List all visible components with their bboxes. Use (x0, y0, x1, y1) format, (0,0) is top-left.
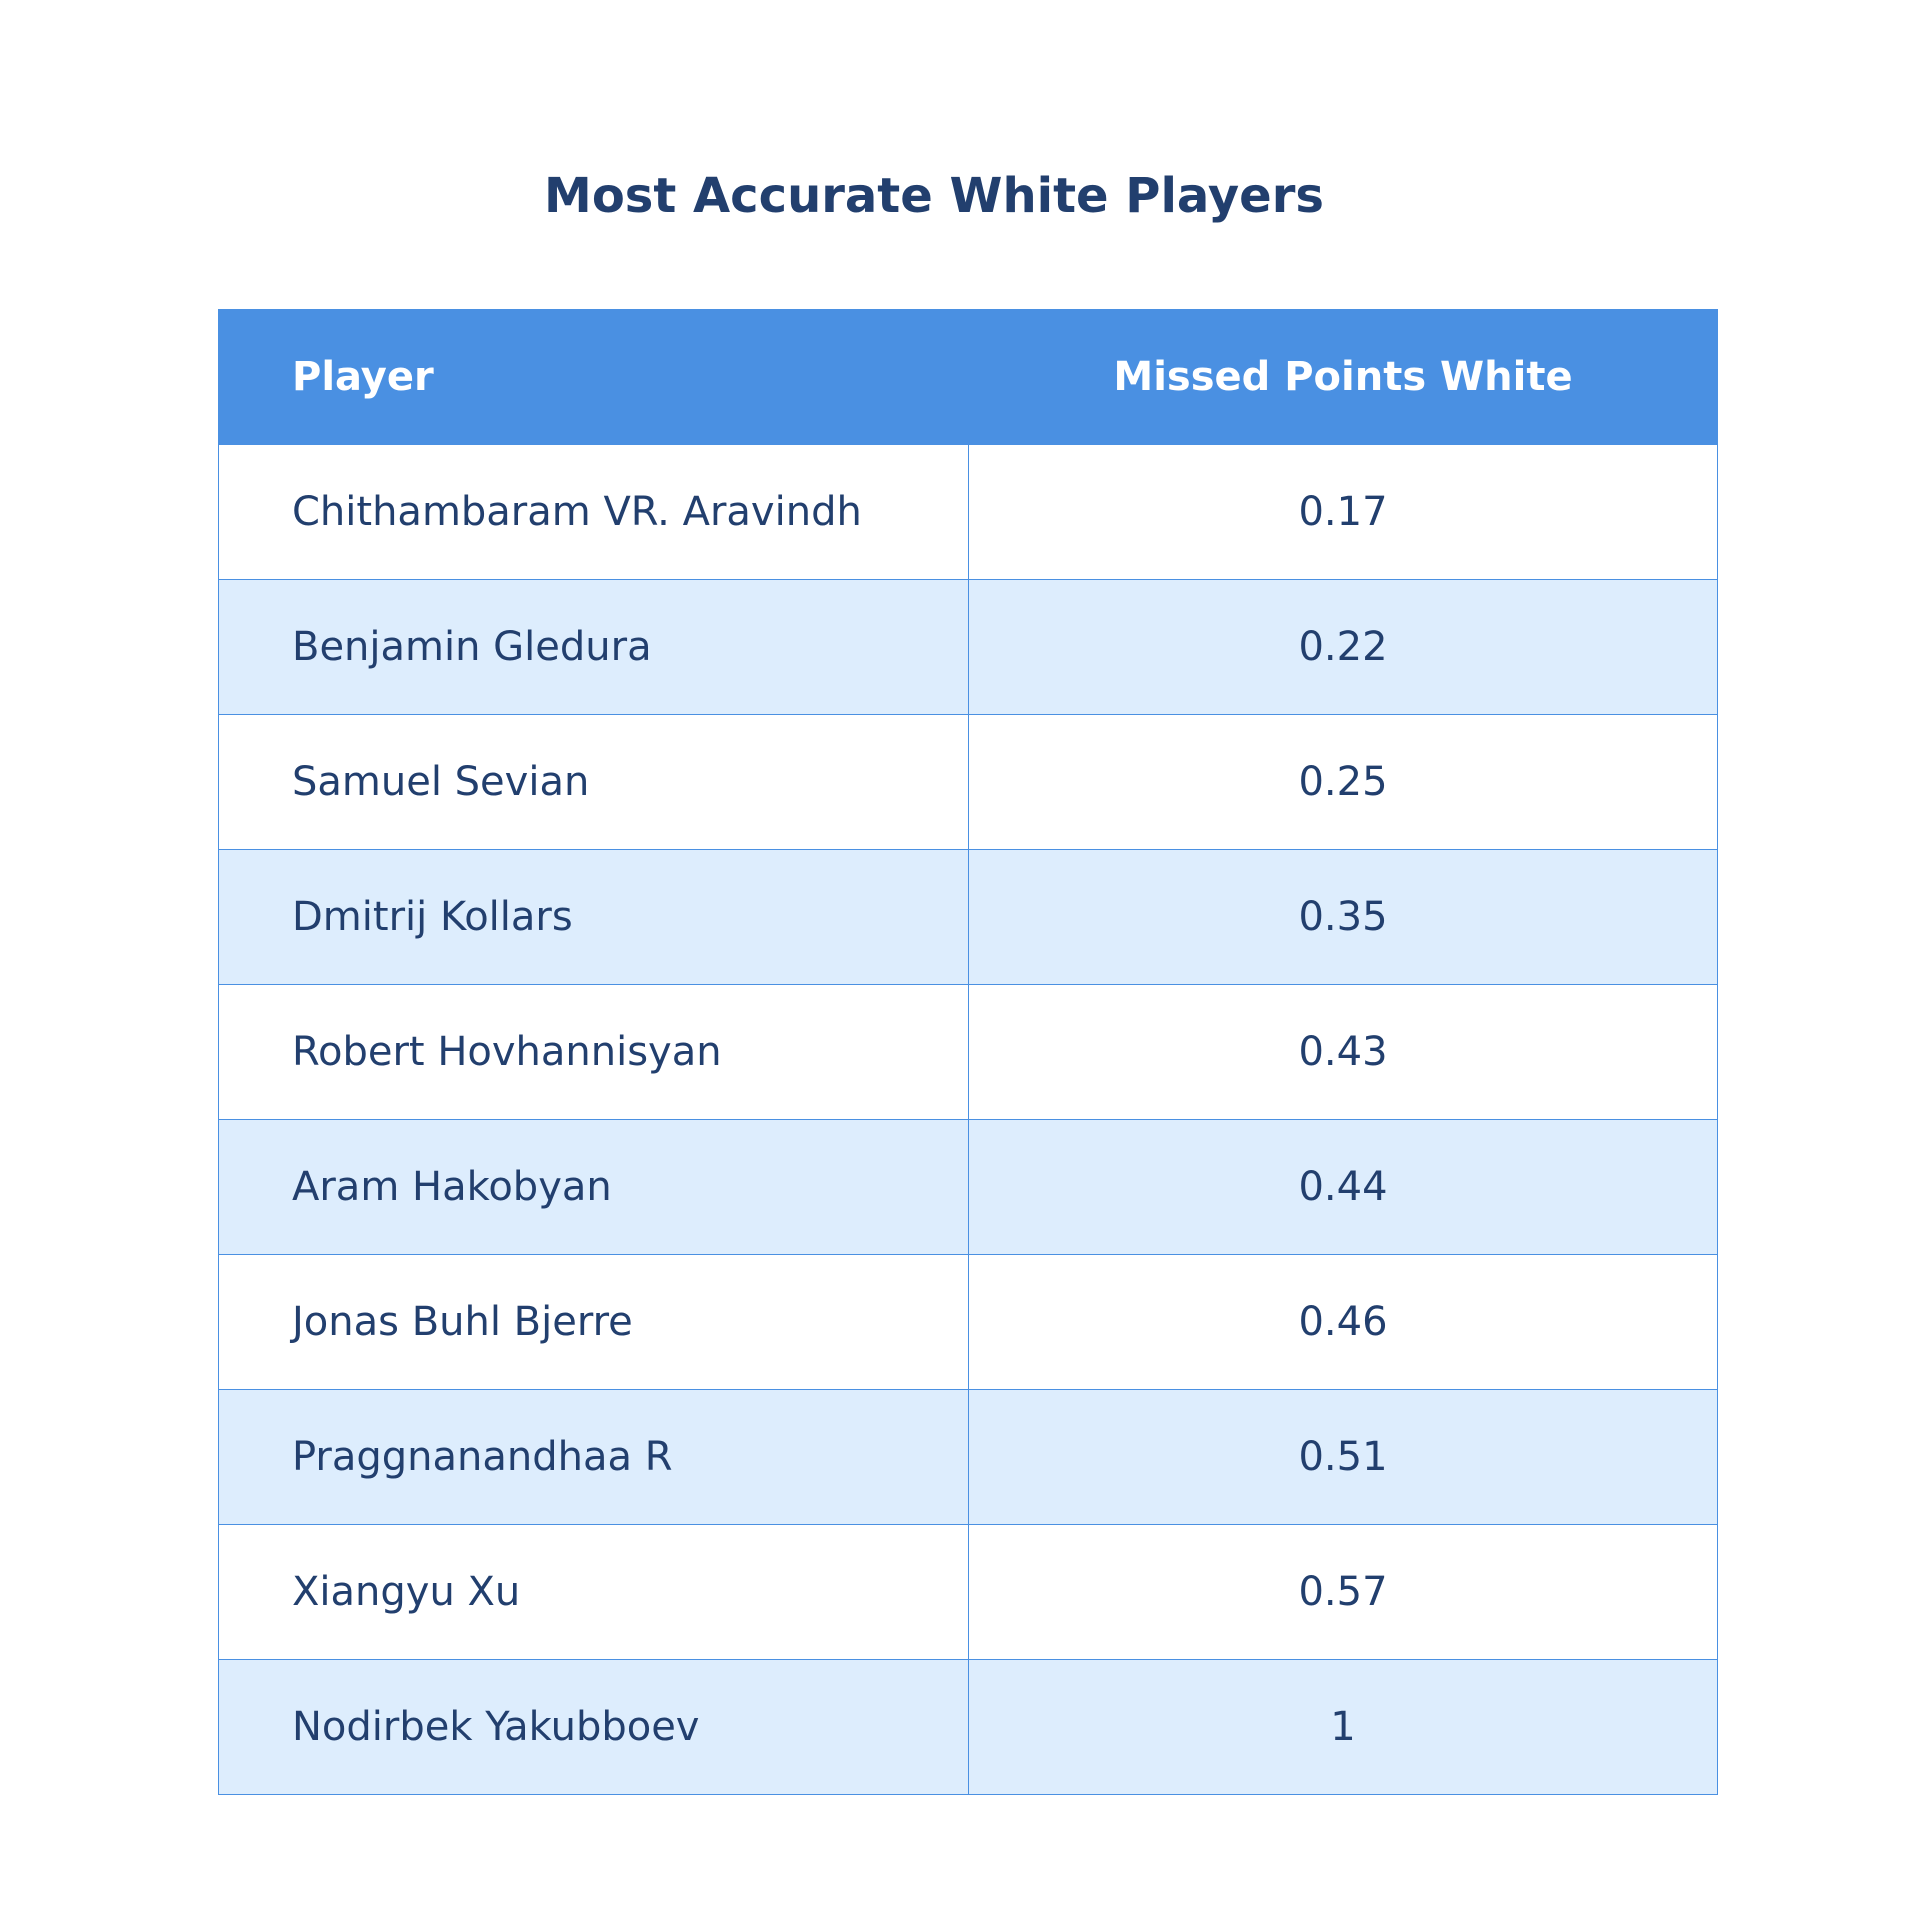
table-row: Chithambaram VR. Aravindh 0.17 (218, 444, 1718, 580)
table-row: Nodirbek Yakubboev 1 (218, 1659, 1718, 1795)
player-name-cell: Samuel Sevian (218, 714, 969, 850)
missed-points-cell: 0.25 (968, 714, 1718, 850)
missed-points-cell: 0.46 (968, 1254, 1718, 1390)
player-name-cell: Jonas Buhl Bjerre (218, 1254, 969, 1390)
table-row: Aram Hakobyan 0.44 (218, 1119, 1718, 1255)
players-table: Player Missed Points White Chithambaram … (218, 309, 1718, 1795)
table-row: Jonas Buhl Bjerre 0.46 (218, 1254, 1718, 1390)
missed-points-cell: 0.22 (968, 579, 1718, 715)
missed-points-cell: 0.43 (968, 984, 1718, 1120)
table-row: Samuel Sevian 0.25 (218, 714, 1718, 850)
table-row: Robert Hovhannisyan 0.43 (218, 984, 1718, 1120)
table-row: Praggnanandhaa R 0.51 (218, 1389, 1718, 1525)
table-row: Benjamin Gledura 0.22 (218, 579, 1718, 715)
column-header-player: Player (218, 309, 969, 445)
chart-title: Most Accurate White Players (544, 168, 1324, 224)
player-name-cell: Aram Hakobyan (218, 1119, 969, 1255)
column-header-missed-points: Missed Points White (968, 309, 1718, 445)
missed-points-cell: 0.51 (968, 1389, 1718, 1525)
header-row: Player Missed Points White (218, 309, 1718, 445)
missed-points-cell: 0.44 (968, 1119, 1718, 1255)
missed-points-cell: 0.17 (968, 444, 1718, 580)
table-body: Chithambaram VR. Aravindh 0.17 Benjamin Gl… (218, 444, 1718, 1795)
missed-points-cell: 0.35 (968, 849, 1718, 985)
player-name-cell: Dmitrij Kollars (218, 849, 969, 985)
player-name-cell: Xiangyu Xu (218, 1524, 969, 1660)
missed-points-cell: 1 (968, 1659, 1718, 1795)
player-name-cell: Praggnanandhaa R (218, 1389, 969, 1525)
player-name-cell: Benjamin Gledura (218, 579, 969, 715)
player-name-cell: Robert Hovhannisyan (218, 984, 969, 1120)
table-row: Xiangyu Xu 0.57 (218, 1524, 1718, 1660)
player-name-cell: Nodirbek Yakubboev (218, 1659, 969, 1795)
missed-points-cell: 0.57 (968, 1524, 1718, 1660)
player-name-cell: Chithambaram VR. Aravindh (218, 444, 969, 580)
table-row: Dmitrij Kollars 0.35 (218, 849, 1718, 985)
